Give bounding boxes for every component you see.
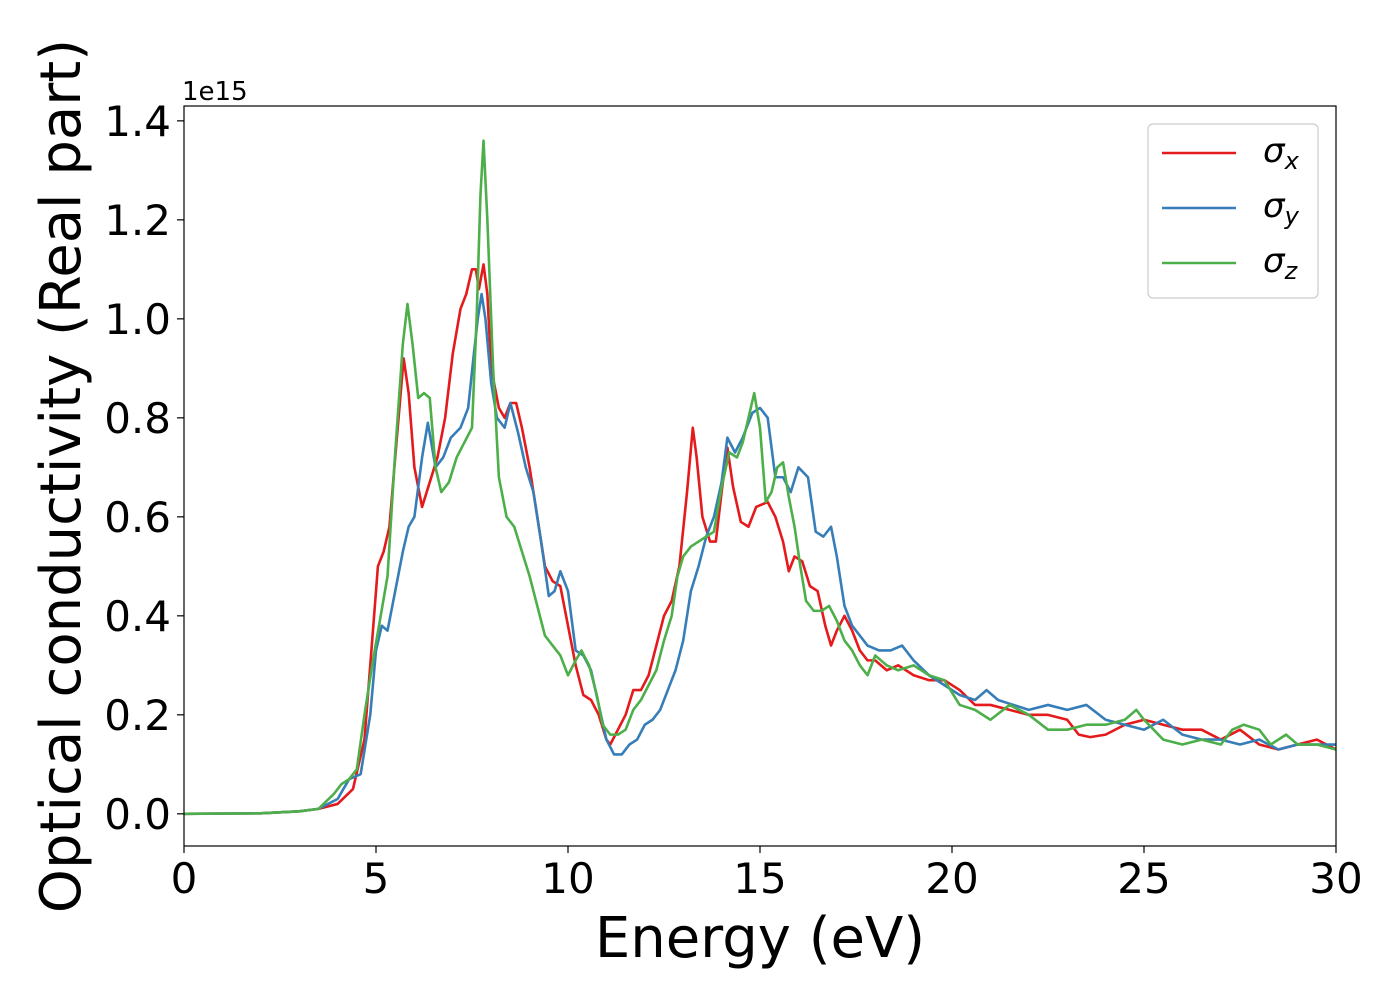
legend: σx σy σz: [1147, 123, 1319, 299]
y-tick-label: 1.0: [104, 295, 171, 344]
series-line-z: [184, 139, 1336, 816]
legend-label-x: σx: [1263, 131, 1300, 175]
series-line-y: [184, 292, 1336, 816]
y-axis-label: Optical conductivity (Real part): [29, 39, 94, 913]
y-tick-label: 0.6: [104, 493, 171, 542]
series-line-x: [184, 263, 1336, 816]
y-tick-label: 0.8: [104, 394, 171, 443]
y-tick-label: 1.2: [104, 196, 171, 245]
series-layer: [184, 139, 1336, 816]
x-tick-label: 10: [541, 854, 594, 903]
legend-frame: [1147, 123, 1319, 299]
y-offset-label: 1e15: [182, 77, 248, 107]
x-tick-label: 30: [1309, 854, 1362, 903]
y-tick-label: 0.4: [104, 592, 171, 641]
x-axis-label: Energy (eV): [595, 906, 925, 971]
legend-label-z: σz: [1263, 241, 1299, 285]
x-tick-label: 0: [171, 854, 198, 903]
y-tick-label: 0.0: [104, 790, 171, 839]
y-axis-ticks: 0.0 0.2 0.4 0.6 0.8 1.0 1.2 1.4: [104, 97, 184, 839]
legend-label-y: σy: [1263, 186, 1300, 230]
x-tick-label: 25: [1117, 854, 1170, 903]
x-tick-label: 20: [925, 854, 978, 903]
x-tick-label: 15: [733, 854, 786, 903]
x-tick-label: 5: [363, 854, 390, 903]
x-axis-ticks: 0 5 10 15 20 25 30: [171, 846, 1363, 903]
y-tick-label: 0.2: [104, 691, 171, 740]
y-tick-label: 1.4: [104, 97, 171, 146]
